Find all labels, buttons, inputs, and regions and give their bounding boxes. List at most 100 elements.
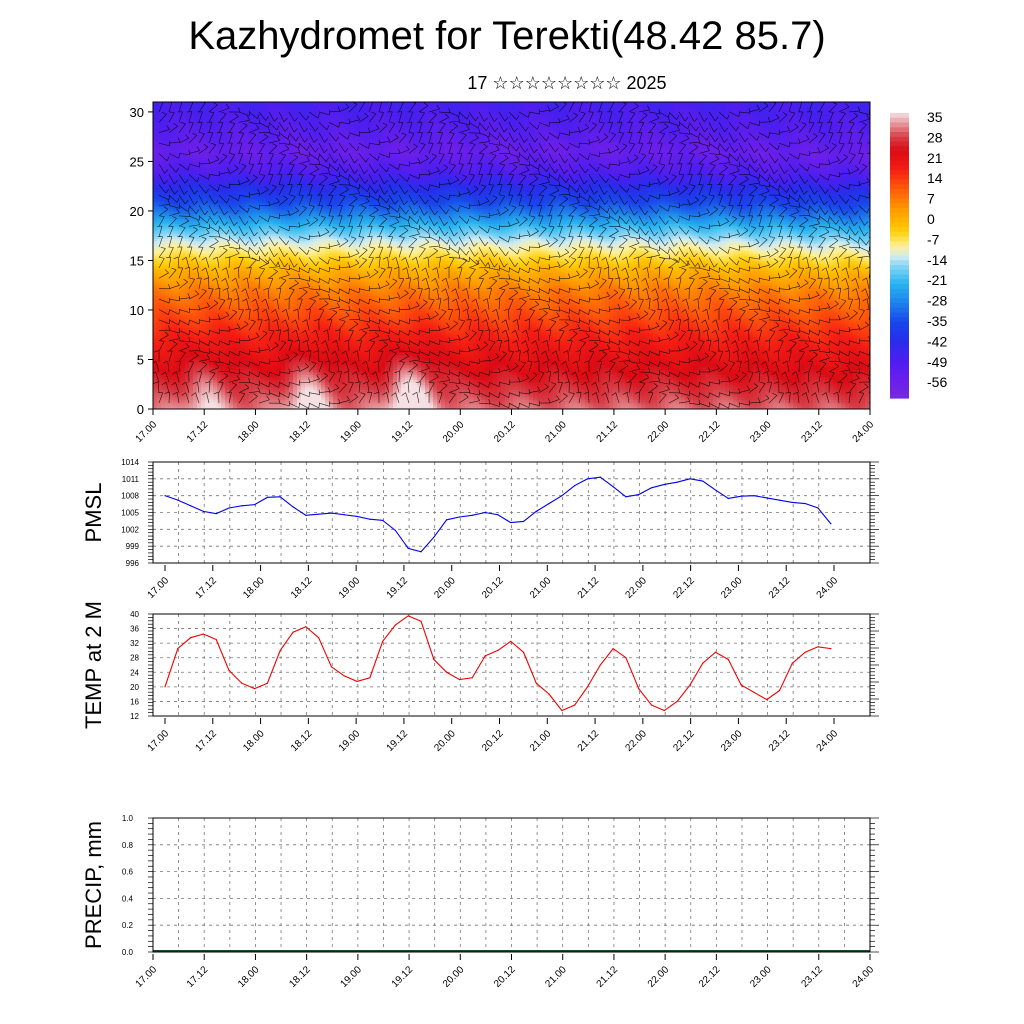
heatmap-cell (173, 401, 178, 405)
heatmap-cell (165, 213, 170, 217)
heatmap-cell (221, 309, 226, 314)
heatmap-cell (273, 300, 278, 304)
heatmap-cell (217, 205, 222, 210)
heatmap-cell (241, 399, 246, 403)
heatmap-cell (237, 220, 242, 224)
heatmap-cell (237, 260, 242, 264)
heatmap-cell (209, 166, 214, 170)
heatmap-cell (281, 121, 286, 125)
heatmap-cell (169, 178, 174, 182)
heatmap-cell (217, 374, 222, 378)
heatmap-cell (205, 381, 210, 385)
heatmap-cell (209, 186, 214, 190)
heatmap-cell (245, 297, 250, 301)
heatmap-cell (189, 401, 194, 405)
heatmap-cell (233, 213, 238, 217)
heatmap-cell (169, 280, 174, 284)
heatmap-cell (269, 168, 274, 172)
heatmap-cell (285, 102, 290, 106)
heatmap-cell (253, 352, 258, 356)
heatmap-cell (217, 176, 222, 180)
heatmap-cell (189, 223, 194, 227)
heatmap-cell (241, 178, 246, 182)
heatmap-cell (221, 359, 226, 363)
heatmap-cell (253, 176, 258, 180)
heatmap-cell (197, 201, 202, 205)
heatmap-cell (277, 342, 282, 346)
heatmap-cell (209, 181, 214, 185)
heatmap-cell (265, 218, 270, 222)
heatmap-cell (277, 322, 282, 326)
heatmap-cell (193, 106, 198, 111)
heatmap-cell (257, 352, 262, 356)
heatmap-cell (189, 255, 194, 259)
heatmap-cell (273, 270, 278, 274)
heatmap-cell (253, 193, 258, 197)
heatmap-cell (277, 319, 282, 323)
heatmap-cell (261, 149, 266, 153)
heatmap-cell (257, 300, 262, 304)
heatmap-cell (165, 129, 170, 133)
heatmap-cell (177, 314, 182, 318)
heatmap-cell (157, 131, 162, 135)
heatmap-cell (197, 144, 202, 148)
heatmap-cell (209, 240, 214, 244)
heatmap-cell (285, 223, 290, 227)
heatmap-cell (153, 369, 158, 373)
heatmap-cell (181, 243, 186, 247)
heatmap-cell (213, 191, 218, 195)
heatmap-cell (261, 238, 266, 242)
heatmap-cell (233, 153, 238, 158)
heatmap-cell (161, 153, 166, 158)
heatmap-cell (165, 287, 170, 291)
heatmap-cell (221, 366, 226, 370)
heatmap-cell (177, 257, 182, 262)
heatmap-cell (221, 173, 226, 177)
heatmap-cell (189, 406, 194, 409)
heatmap-cell (221, 141, 226, 145)
heatmap-cell (285, 319, 290, 323)
heatmap-cell (265, 371, 270, 375)
heatmap-cell (201, 109, 206, 113)
heatmap-cell (157, 233, 162, 237)
heatmap-cell (225, 124, 230, 128)
heatmap-cell (281, 201, 286, 205)
heatmap-cell (193, 136, 198, 140)
heatmap-cell (185, 210, 190, 215)
heatmap-cell (153, 379, 158, 383)
heatmap-cell (249, 389, 254, 393)
heatmap-cell (273, 243, 278, 247)
heatmap-cell (269, 361, 274, 366)
heatmap-cell (153, 223, 158, 227)
heatmap-cell (165, 181, 170, 185)
heatmap-cell (241, 272, 246, 276)
heatmap-cell (269, 245, 274, 249)
heatmap-cell (157, 285, 162, 289)
heatmap-cell (249, 339, 254, 343)
heatmap-cell (241, 106, 246, 111)
heatmap-cell (241, 245, 246, 249)
heatmap-cell (157, 379, 162, 383)
heatmap-cell (285, 240, 290, 244)
heatmap-cell (169, 158, 174, 163)
heatmap-cell (237, 183, 242, 187)
heatmap-cell (157, 139, 162, 143)
heatmap-cell (273, 396, 278, 400)
heatmap-cell (273, 139, 278, 143)
heatmap-cell (157, 337, 162, 341)
heatmap-cell (173, 376, 178, 380)
heatmap-cell (265, 238, 270, 242)
heatmap-cell (193, 205, 198, 210)
heatmap-cell (249, 257, 254, 262)
heatmap-cell (237, 109, 242, 113)
heatmap-cell (229, 201, 234, 205)
heatmap-cell (189, 178, 194, 182)
heatmap-cell (213, 401, 218, 405)
heatmap-cell (225, 235, 230, 239)
heatmap-cell (169, 285, 174, 289)
heatmap-cell (269, 166, 274, 170)
heatmap-cell (173, 146, 178, 150)
heatmap-cell (165, 290, 170, 294)
heatmap-cell (281, 235, 286, 239)
heatmap-cell (253, 280, 258, 284)
